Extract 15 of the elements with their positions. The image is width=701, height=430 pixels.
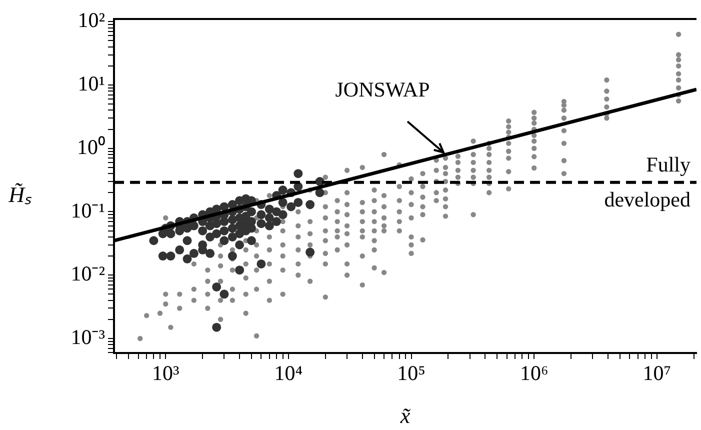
- x-tick-label: 10⁵: [397, 361, 426, 386]
- x-tick-label: 10⁷: [642, 361, 672, 386]
- x-tick-label: 10⁴: [274, 361, 303, 386]
- x-tick-label: 10³: [152, 361, 180, 386]
- y-tick-label: 10⁰: [77, 134, 105, 159]
- y-axis-title: H̃ₛ: [8, 182, 32, 207]
- ref-line-label: Fully developed: [604, 152, 691, 212]
- y-tick-label: 10⁻²: [70, 262, 105, 286]
- y-tick-label: 10⁻³: [70, 324, 105, 349]
- y-tick-label: 10¹: [78, 72, 105, 96]
- x-axis-title: x̃: [399, 402, 411, 428]
- x-tick-label: 10⁶: [520, 361, 548, 386]
- y-tick-label: 10⁻¹: [70, 198, 105, 222]
- y-tick-label: 10²: [78, 8, 105, 32]
- annotation: JONSWAP: [335, 78, 430, 102]
